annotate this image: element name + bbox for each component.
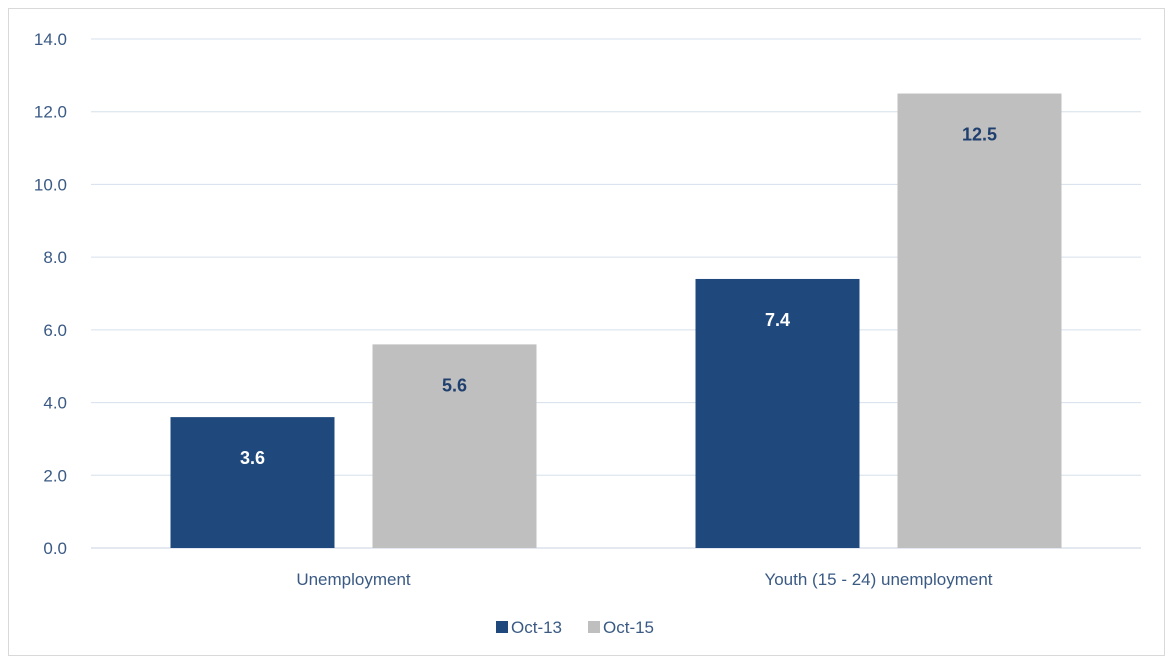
y-tick-label: 8.0 bbox=[43, 248, 67, 267]
bar-chart: 0.0 2.0 4.0 6.0 8.0 10.0 12.0 14.0 3.6 5.6 7.4 12.… bbox=[34, 30, 1141, 637]
category-label: Unemployment bbox=[296, 570, 411, 589]
y-tick-label: 4.0 bbox=[43, 394, 67, 413]
x-axis-category-labels: Unemployment Youth (15 - 24) unemployment bbox=[296, 570, 992, 589]
legend-swatch bbox=[588, 621, 600, 633]
y-tick-label: 2.0 bbox=[43, 466, 67, 485]
legend-swatch bbox=[496, 621, 508, 633]
data-label: 12.5 bbox=[962, 125, 997, 145]
y-tick-label: 12.0 bbox=[34, 103, 67, 122]
bar-oct-13-2 bbox=[695, 278, 860, 548]
data-label: 3.6 bbox=[240, 448, 265, 468]
y-tick-label: 0.0 bbox=[43, 539, 67, 558]
category-label: Youth (15 - 24) unemployment bbox=[764, 570, 992, 589]
chart-frame: 0.0 2.0 4.0 6.0 8.0 10.0 12.0 14.0 3.6 5.6 7.4 12.… bbox=[8, 8, 1165, 656]
data-label: 5.6 bbox=[442, 375, 467, 395]
y-tick-label: 14.0 bbox=[34, 30, 67, 49]
data-labels: 3.6 5.6 7.4 12.5 bbox=[240, 125, 997, 469]
bar-oct-13-1 bbox=[170, 417, 335, 548]
bars bbox=[170, 93, 1062, 549]
y-tick-label: 6.0 bbox=[43, 321, 67, 340]
bar-oct-15-2 bbox=[897, 93, 1062, 549]
legend-label: Oct-15 bbox=[603, 618, 654, 637]
bar-oct-15-1 bbox=[372, 344, 537, 548]
y-axis-tick-labels: 0.0 2.0 4.0 6.0 8.0 10.0 12.0 14.0 bbox=[34, 30, 67, 558]
y-tick-label: 10.0 bbox=[34, 175, 67, 194]
data-label: 7.4 bbox=[765, 310, 790, 330]
legend: Oct-13 Oct-15 bbox=[496, 618, 654, 637]
legend-label: Oct-13 bbox=[511, 618, 562, 637]
